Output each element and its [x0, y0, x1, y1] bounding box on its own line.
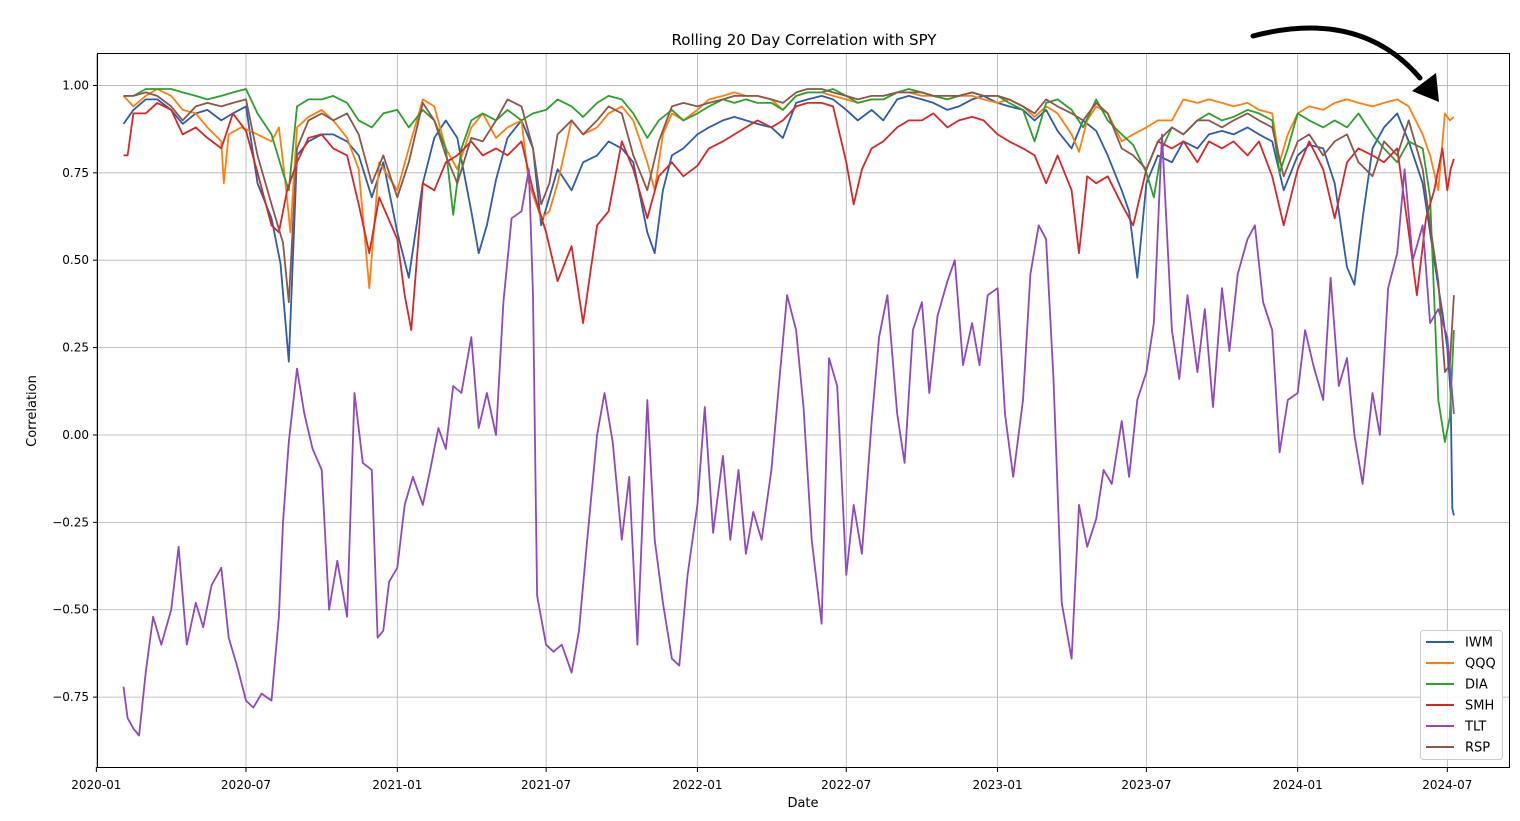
x-tick-label: 2020-07	[221, 778, 271, 792]
x-tick-label: 2022-07	[821, 778, 871, 792]
series-lines	[122, 88, 1455, 737]
y-tick-label: −0.50	[52, 603, 89, 617]
series-line-qqq	[122, 88, 1455, 290]
x-tick-label: 2021-07	[521, 778, 571, 792]
chart-title: Rolling 20 Day Correlation with SPY	[672, 31, 938, 49]
x-tick-label: 2024-07	[1422, 778, 1472, 792]
y-axis-label: Correlation	[25, 375, 40, 447]
y-tick-label: −0.25	[52, 515, 89, 529]
legend-label-rsp: RSP	[1465, 741, 1490, 756]
x-tick-label: 2022-01	[672, 778, 722, 792]
annotation-arrow-head	[1412, 73, 1439, 102]
x-tick-label: 2021-01	[372, 778, 422, 792]
legend-label-smh: SMH	[1465, 699, 1494, 714]
legend-label-qqq: QQQ	[1465, 657, 1496, 672]
x-tick-label: 2023-01	[972, 778, 1022, 792]
annotation-arrow-curve	[1250, 25, 1423, 81]
legend-label-iwm: IWM	[1465, 636, 1493, 651]
series-line-tlt	[122, 133, 1455, 737]
y-tick-label: −0.75	[52, 690, 89, 704]
x-axis-label: Date	[787, 796, 818, 811]
annotation-arrow	[1250, 25, 1439, 102]
x-tick-label: 2020-01	[71, 778, 121, 792]
y-tick-label: 1.00	[62, 78, 89, 92]
y-tick-label: 0.50	[62, 253, 89, 267]
x-tick-label: 2023-07	[1121, 778, 1171, 792]
legend-label-tlt: TLT	[1464, 720, 1486, 735]
x-tick-label: 2024-01	[1273, 778, 1323, 792]
y-axis-ticks: 1.00 0.75 0.50 0.25 0.00 −0.25 −0.50 −0.75	[52, 78, 98, 704]
grid-lines	[95, 54, 1509, 767]
y-tick-label: 0.00	[62, 428, 89, 442]
y-tick-label: 0.75	[62, 166, 89, 180]
x-axis-ticks: 2020-01 2020-07 2021-01 2021-07 2022-01 2022-…	[71, 767, 1472, 792]
series-line-dia	[123, 88, 1455, 443]
series-line-smh	[123, 102, 1455, 331]
legend-label-dia: DIA	[1465, 678, 1488, 693]
plot-frame	[97, 53, 1510, 768]
series-line-rsp	[123, 88, 1455, 373]
legend: IWM QQQ DIA SMH TLT RSP	[1420, 630, 1503, 760]
series-line-iwm	[122, 95, 1455, 516]
y-tick-label: 0.25	[62, 341, 89, 355]
